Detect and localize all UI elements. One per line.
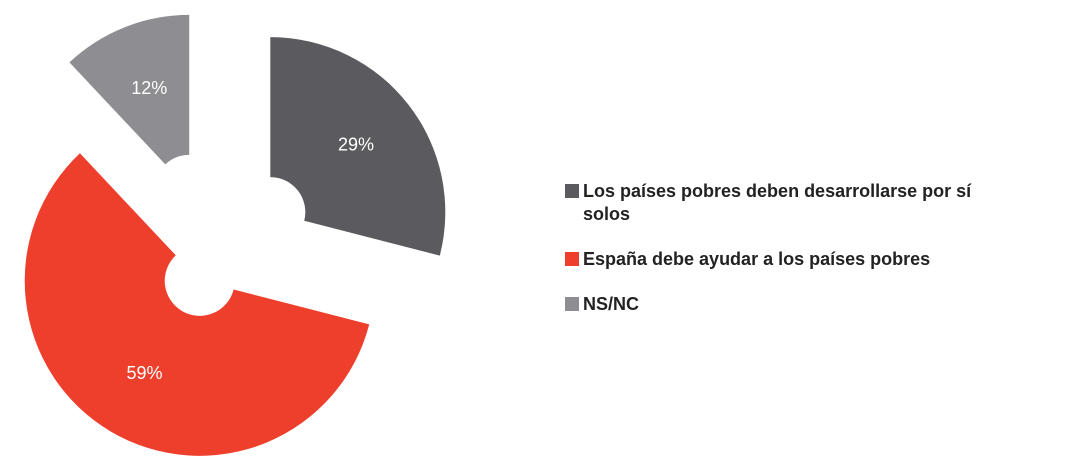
legend: Los países pobres deben desarrollarse po… [565,180,995,338]
legend-swatch [565,184,579,198]
legend-swatch [565,297,579,311]
data-label: 59% [126,363,162,383]
legend-swatch [565,252,579,266]
legend-item: Los países pobres deben desarrollarse po… [565,180,995,226]
pie-slice [24,153,370,456]
legend-label: Los países pobres deben desarrollarse po… [583,181,972,224]
legend-label: España debe ayudar a los países pobres [583,249,931,269]
pie-slice [270,37,446,256]
data-label: 29% [338,134,374,154]
legend-item: NS/NC [565,293,995,316]
legend-label: NS/NC [583,294,640,314]
legend-item: España debe ayudar a los países pobres [565,248,995,271]
pie-slice [69,14,190,165]
data-label: 12% [131,78,167,98]
